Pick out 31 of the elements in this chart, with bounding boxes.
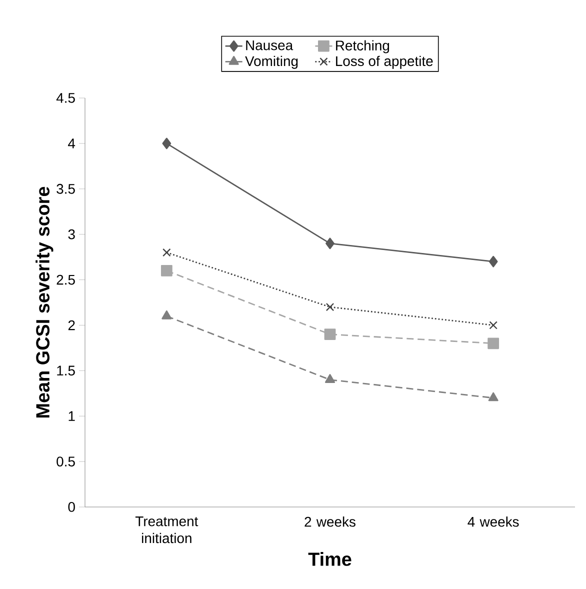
x-tick-label: 4 weeks	[468, 516, 519, 527]
x-tick-label: Treatment initiation	[135, 516, 198, 544]
point	[488, 392, 498, 402]
y-tick-label: 1.5	[57, 366, 75, 376]
x-tick-label: 2 weeks	[304, 516, 356, 527]
y-tick-label: 2	[68, 320, 75, 330]
y-tick-label: 0	[68, 502, 75, 512]
y-axis-title: Mean GCSI severity score	[36, 186, 54, 418]
legend-label: Retching	[336, 40, 390, 54]
y-tick-label: 1	[68, 411, 75, 421]
x-axis-title: Time	[308, 552, 352, 566]
point	[326, 302, 334, 312]
point	[162, 310, 172, 320]
point	[324, 374, 336, 383]
y-tick-label: 3.5	[56, 184, 75, 194]
legend-label: Loss of appetite	[336, 56, 433, 69]
y-tick-label: 0.5	[56, 456, 75, 466]
point	[488, 338, 500, 350]
y-tick-label: 4.5	[56, 93, 75, 103]
point	[162, 248, 171, 257]
point	[162, 138, 172, 150]
y-tick-label: 3	[68, 229, 75, 240]
y-tick-label: 2.5	[56, 274, 75, 285]
point	[324, 328, 336, 340]
legend-label: Vomiting	[245, 56, 298, 69]
point	[488, 256, 498, 268]
point	[160, 264, 172, 276]
point	[326, 238, 334, 250]
legend-label: Nausea	[246, 40, 294, 50]
y-tick-label: 4	[68, 138, 76, 148]
point	[489, 321, 498, 330]
